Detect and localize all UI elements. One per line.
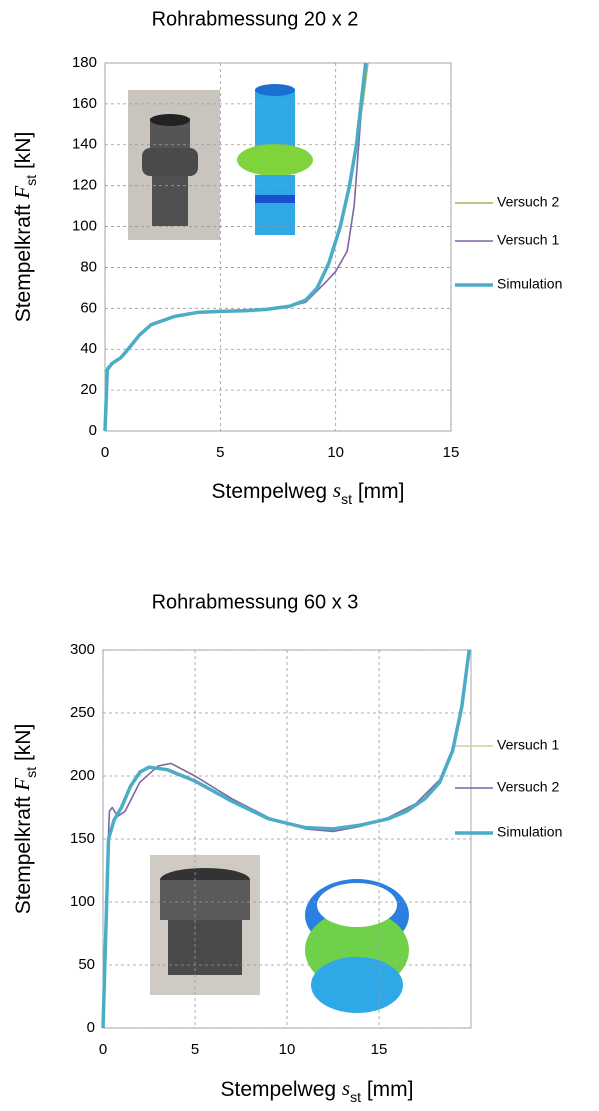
- legend-label: Simulation: [497, 824, 562, 840]
- legend-label: Versuch 2: [497, 779, 559, 795]
- simulation-inset: [305, 879, 409, 1013]
- axis-label-part: st: [350, 1089, 361, 1105]
- axis-label: Stempelweg sst [mm]: [221, 1076, 414, 1105]
- y-tick-label: 300: [70, 641, 95, 658]
- data-line: [103, 62, 368, 432]
- axis-label-part: st: [341, 491, 352, 507]
- x-tick-label: 0: [101, 444, 109, 461]
- axis-label-part: Stempelkraft: [12, 199, 35, 323]
- y-tick-label: 100: [72, 218, 97, 235]
- axis-label: Stempelweg sst [mm]: [212, 478, 405, 507]
- axis-label-part: Stempelweg: [221, 1078, 342, 1101]
- legend-label: Versuch 2: [497, 194, 559, 210]
- axis-label-part: Stempelweg: [212, 480, 333, 503]
- y-tick-label: 150: [70, 830, 95, 847]
- data-line: [101, 649, 471, 1029]
- y-tick-label: 160: [72, 95, 97, 112]
- y-tick-label: 0: [87, 1019, 95, 1036]
- legend-label: Versuch 1: [497, 232, 559, 248]
- y-tick-label: 120: [72, 177, 97, 194]
- axis-label-part: s: [333, 478, 341, 502]
- photo-inset: [150, 855, 260, 995]
- y-tick-label: 40: [80, 340, 97, 357]
- chart-title: Rohrabmessung 20 x 2: [152, 8, 359, 30]
- x-tick-label: 5: [216, 444, 224, 461]
- axis-label-part: s: [342, 1076, 350, 1100]
- y-tick-label: 140: [72, 136, 97, 153]
- y-tick-label: 100: [70, 893, 95, 910]
- x-tick-label: 15: [371, 1041, 388, 1058]
- axis-label: Stempelkraft Fst [kN]: [10, 132, 39, 323]
- axis-label: Stempelkraft Fst [kN]: [10, 724, 39, 915]
- legend-label: Versuch 1: [497, 737, 559, 753]
- axis-label-part: [kN]: [12, 132, 35, 175]
- axis-label-part: F: [10, 186, 34, 200]
- y-tick-label: 80: [80, 258, 97, 275]
- legend-label: Simulation: [497, 276, 562, 292]
- plot-area: [104, 62, 452, 432]
- x-tick-label: 5: [191, 1041, 199, 1058]
- y-tick-label: 0: [89, 422, 97, 439]
- chart-title: Rohrabmessung 60 x 3: [152, 591, 359, 613]
- y-tick-label: 60: [80, 299, 97, 316]
- data-line: [102, 649, 470, 1029]
- x-tick-label: 10: [327, 444, 344, 461]
- axis-label-part: F: [10, 778, 34, 792]
- x-tick-label: 15: [443, 444, 460, 461]
- photo-inset: [128, 90, 220, 240]
- y-tick-label: 250: [70, 704, 95, 721]
- simulation-inset: [237, 84, 313, 235]
- axis-label-part: [mm]: [352, 480, 405, 503]
- y-tick-label: 180: [72, 54, 97, 71]
- axis-label-part: [kN]: [12, 724, 35, 767]
- y-tick-label: 20: [80, 381, 97, 398]
- y-tick-label: 50: [78, 956, 95, 973]
- axis-label-part: [mm]: [361, 1078, 414, 1101]
- axis-label-part: st: [23, 767, 39, 778]
- x-tick-label: 10: [279, 1041, 296, 1058]
- y-tick-label: 200: [70, 767, 95, 784]
- axis-label-part: st: [23, 175, 39, 186]
- axis-label-part: Stempelkraft: [12, 791, 35, 915]
- x-tick-label: 0: [99, 1041, 107, 1058]
